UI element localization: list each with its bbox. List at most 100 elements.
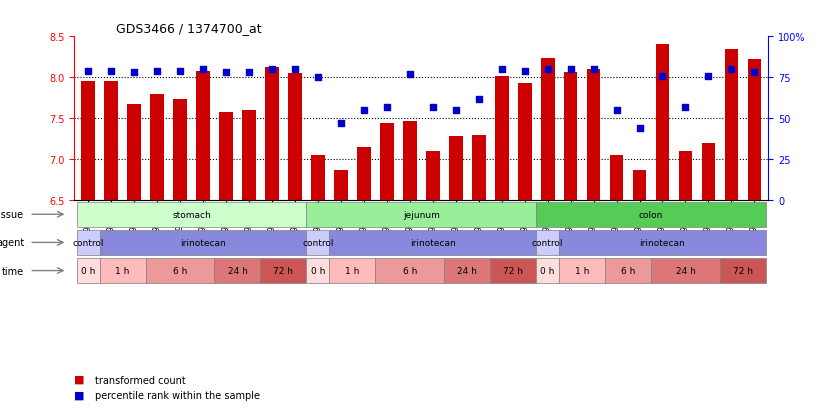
Bar <box>724 50 738 201</box>
Text: control: control <box>73 238 104 247</box>
FancyBboxPatch shape <box>77 258 100 284</box>
FancyBboxPatch shape <box>100 258 145 284</box>
FancyBboxPatch shape <box>306 230 330 256</box>
Bar <box>150 95 164 201</box>
Text: irinotecan: irinotecan <box>180 238 225 247</box>
Point <box>220 70 233 76</box>
FancyBboxPatch shape <box>145 258 215 284</box>
FancyBboxPatch shape <box>444 258 490 284</box>
Text: 1 h: 1 h <box>575 266 589 275</box>
Bar <box>104 82 118 201</box>
Bar <box>173 99 187 201</box>
Text: ■: ■ <box>74 389 85 399</box>
Bar <box>563 73 577 201</box>
Point <box>288 66 301 73</box>
FancyBboxPatch shape <box>100 230 306 256</box>
FancyBboxPatch shape <box>536 230 559 256</box>
Point <box>242 70 255 76</box>
Bar <box>472 135 486 201</box>
Text: 6 h: 6 h <box>173 266 188 275</box>
Text: 72 h: 72 h <box>733 266 753 275</box>
Bar <box>679 152 692 201</box>
Point <box>105 68 118 75</box>
Text: 72 h: 72 h <box>503 266 523 275</box>
Text: 0 h: 0 h <box>311 266 325 275</box>
FancyBboxPatch shape <box>651 258 720 284</box>
Point <box>150 68 164 75</box>
Text: control: control <box>302 238 334 247</box>
Text: 6 h: 6 h <box>621 266 635 275</box>
FancyBboxPatch shape <box>720 258 766 284</box>
Text: irinotecan: irinotecan <box>410 238 456 247</box>
Point <box>82 68 95 75</box>
Text: GDS3466 / 1374700_at: GDS3466 / 1374700_at <box>116 21 262 35</box>
Text: 1 h: 1 h <box>116 266 130 275</box>
Point <box>335 121 348 127</box>
Point <box>495 66 508 73</box>
Text: 1 h: 1 h <box>345 266 359 275</box>
Text: transformed count: transformed count <box>95 375 186 385</box>
Point <box>656 73 669 80</box>
Point <box>679 104 692 111</box>
Bar <box>495 77 509 201</box>
Text: 72 h: 72 h <box>273 266 293 275</box>
FancyBboxPatch shape <box>490 258 536 284</box>
Point <box>748 70 761 76</box>
Point <box>518 68 531 75</box>
Point <box>426 104 439 111</box>
FancyBboxPatch shape <box>375 258 444 284</box>
FancyBboxPatch shape <box>605 258 651 284</box>
Text: 0 h: 0 h <box>540 266 555 275</box>
Point <box>449 107 463 114</box>
Text: 24 h: 24 h <box>458 266 477 275</box>
FancyBboxPatch shape <box>260 258 306 284</box>
Point <box>564 66 577 73</box>
FancyBboxPatch shape <box>330 230 536 256</box>
Text: agent: agent <box>0 238 25 248</box>
Bar <box>357 147 371 201</box>
Point <box>357 107 370 114</box>
Point <box>403 71 416 78</box>
Bar <box>288 74 301 201</box>
Bar <box>633 171 647 201</box>
Bar <box>242 111 256 201</box>
FancyBboxPatch shape <box>306 258 330 284</box>
Bar <box>748 60 762 201</box>
Bar <box>380 124 394 201</box>
Text: time: time <box>2 266 25 276</box>
Point <box>265 66 278 73</box>
Bar <box>701 143 715 201</box>
Bar <box>219 113 233 201</box>
Bar <box>196 72 210 201</box>
Text: 24 h: 24 h <box>227 266 248 275</box>
Text: tissue: tissue <box>0 210 25 220</box>
Point <box>633 126 646 132</box>
Text: control: control <box>532 238 563 247</box>
Point <box>724 66 738 73</box>
Point <box>702 73 715 80</box>
Text: irinotecan: irinotecan <box>639 238 686 247</box>
Text: 0 h: 0 h <box>81 266 95 275</box>
Bar <box>610 156 624 201</box>
Text: percentile rank within the sample: percentile rank within the sample <box>95 390 260 400</box>
Bar <box>426 152 439 201</box>
FancyBboxPatch shape <box>330 258 375 284</box>
Point <box>610 107 623 114</box>
Point <box>472 96 486 102</box>
Bar <box>518 84 532 201</box>
Text: colon: colon <box>638 210 663 219</box>
FancyBboxPatch shape <box>536 258 559 284</box>
FancyBboxPatch shape <box>306 202 536 228</box>
Bar <box>656 45 669 201</box>
Bar <box>265 68 279 201</box>
Bar <box>311 156 325 201</box>
Bar <box>586 70 601 201</box>
Text: ■: ■ <box>74 374 85 384</box>
Bar <box>403 122 416 201</box>
FancyBboxPatch shape <box>77 202 306 228</box>
FancyBboxPatch shape <box>536 202 766 228</box>
Text: 24 h: 24 h <box>676 266 695 275</box>
Text: jejunum: jejunum <box>403 210 439 219</box>
Bar <box>334 171 348 201</box>
Bar <box>449 137 463 201</box>
